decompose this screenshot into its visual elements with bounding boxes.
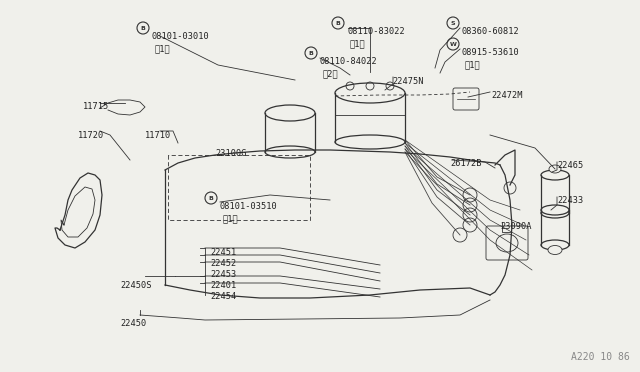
Text: 22450: 22450 [120,319,147,328]
Text: 11715: 11715 [83,102,109,111]
Ellipse shape [541,205,569,215]
Text: 22453: 22453 [210,270,236,279]
Text: （1）: （1） [350,39,365,48]
Ellipse shape [548,246,562,254]
Text: 23100G: 23100G [215,149,246,158]
Text: 26172B: 26172B [450,159,481,168]
Text: 08915-53610: 08915-53610 [462,48,520,57]
Text: 22433: 22433 [557,196,583,205]
Text: 08360-60812: 08360-60812 [462,27,520,36]
Text: B: B [308,51,314,56]
Text: A220 10 86: A220 10 86 [572,352,630,362]
Text: B: B [141,26,145,31]
Text: W: W [449,42,456,47]
Text: 22450S: 22450S [120,281,152,290]
Circle shape [205,192,217,204]
Text: 08101-03510: 08101-03510 [220,202,278,211]
Text: （2）: （2） [323,69,339,78]
Text: 11720: 11720 [78,131,104,140]
Text: S: S [451,21,455,26]
Text: B: B [335,21,340,26]
Text: B: B [209,196,213,201]
Circle shape [332,17,344,29]
Text: 22452: 22452 [210,259,236,268]
Text: 11710: 11710 [145,131,172,140]
Text: 22451: 22451 [210,248,236,257]
Text: 22454: 22454 [210,292,236,301]
Circle shape [447,38,459,50]
Text: 23090A: 23090A [500,222,531,231]
Text: 22401: 22401 [210,281,236,290]
Text: （1）: （1） [223,214,239,223]
Text: 08110-84022: 08110-84022 [320,57,378,66]
Circle shape [137,22,149,34]
Text: （1）: （1） [465,60,481,69]
Ellipse shape [549,165,561,173]
Circle shape [447,17,459,29]
Text: 22465: 22465 [557,161,583,170]
Text: 08101-03010: 08101-03010 [152,32,210,41]
Text: 22472M: 22472M [491,91,522,100]
Circle shape [305,47,317,59]
Ellipse shape [541,170,569,180]
Text: 08110-83022: 08110-83022 [347,27,404,36]
Text: 22475N: 22475N [392,77,424,86]
Text: （1）: （1） [155,44,171,53]
